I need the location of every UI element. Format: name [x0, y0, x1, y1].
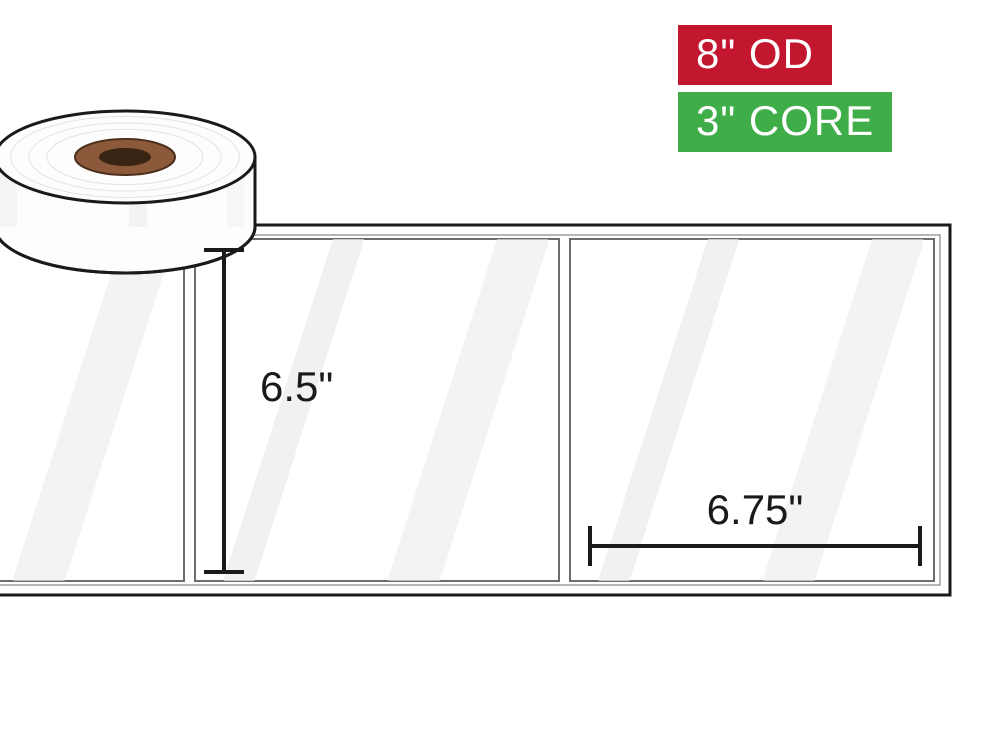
height-dimension-label: 6.5" — [260, 363, 333, 410]
core-badge: 3" CORE — [678, 92, 892, 152]
od-badge-text: 8" OD — [696, 30, 814, 77]
width-dimension-label: 6.75" — [707, 486, 804, 533]
core-badge-text: 3" CORE — [696, 97, 874, 144]
diagram-canvas: 6.5" 6.75" 8" OD 3" CORE — [0, 0, 1001, 751]
od-badge: 8" OD — [678, 25, 832, 85]
